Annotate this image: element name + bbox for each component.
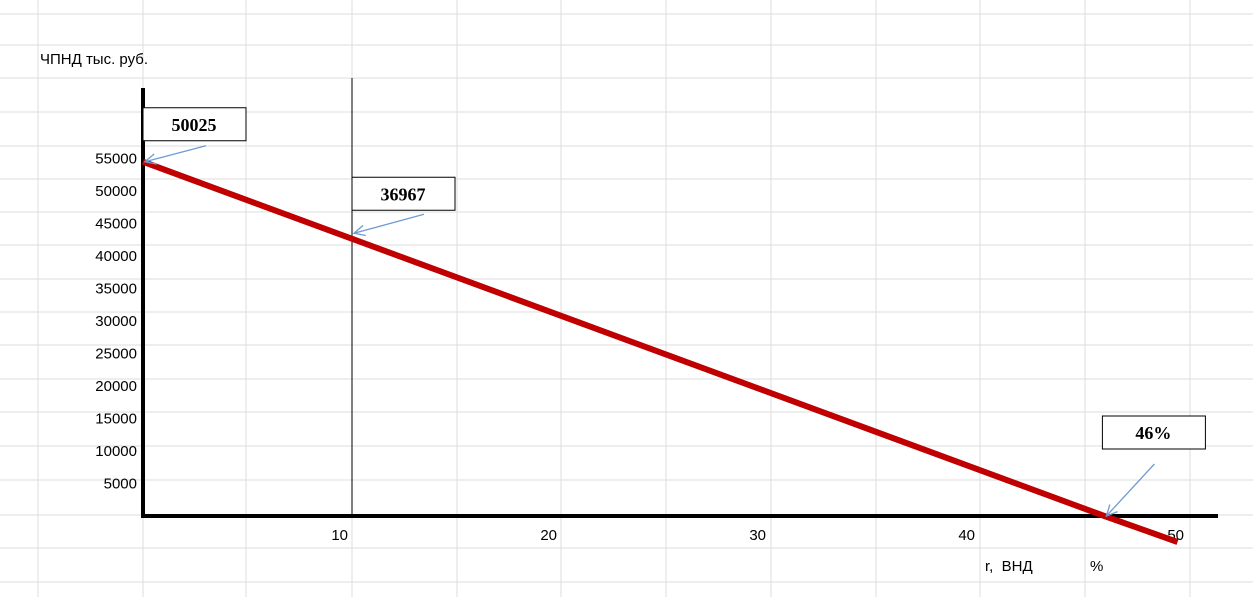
callout-arrowhead — [1105, 504, 1118, 518]
x-tick-label: 40 — [958, 527, 975, 544]
y-tick-label: 20000 — [95, 378, 137, 395]
y-tick-label: 10000 — [95, 443, 137, 460]
x-axis-unit: % — [1090, 558, 1103, 575]
y-tick-label: 5000 — [104, 476, 137, 493]
y-tick-label: 30000 — [95, 313, 137, 330]
callout-box — [1101, 415, 1206, 450]
y-axis-label: ЧПНД тыс. руб. — [40, 51, 148, 68]
callout-arrowhead — [143, 153, 157, 165]
y-tick-label: 55000 — [95, 151, 137, 168]
x-tick-label: 20 — [540, 527, 557, 544]
callout-arrow — [353, 213, 425, 234]
y-tick-label: 25000 — [95, 346, 137, 363]
y-tick-label: 45000 — [95, 216, 137, 233]
x-axis-label: r, ВНД — [985, 558, 1033, 575]
x-tick-labels: 10 20 30 40 50 — [331, 527, 1184, 544]
callout-arrowhead — [352, 224, 366, 237]
x-tick-label: 30 — [749, 527, 766, 544]
x-tick-label: 10 — [331, 527, 348, 544]
y-tick-labels: 5000 10000 15000 20000 25000 30000 35000 40000 4… — [95, 151, 137, 493]
y-tick-label: 50000 — [95, 183, 137, 200]
callout-label: 46% — [1135, 423, 1171, 443]
y-tick-label: 15000 — [95, 411, 137, 428]
callout-arrow — [144, 145, 207, 163]
callout-box — [351, 176, 456, 211]
callout-arrow — [1105, 463, 1155, 517]
callout-label: 36967 — [381, 184, 426, 204]
callouts: 50025 36967 46% — [142, 107, 1206, 518]
y-tick-label: 35000 — [95, 281, 137, 298]
callout-box — [142, 107, 247, 142]
callout-label: 50025 — [172, 115, 217, 135]
y-tick-label: 40000 — [95, 248, 137, 265]
npv-series-line — [141, 158, 1179, 545]
